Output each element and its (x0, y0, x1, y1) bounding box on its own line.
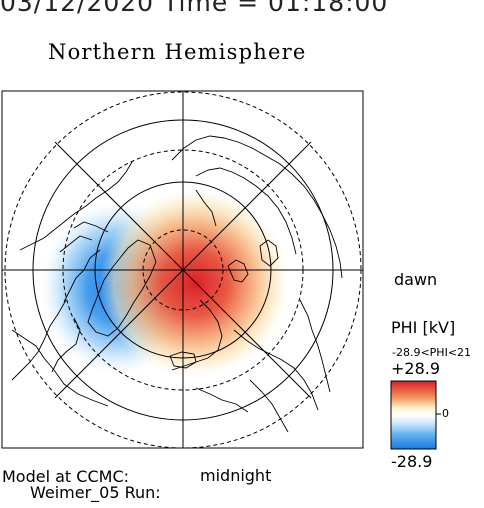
legend-range: -28.9<PHI<21 (392, 346, 472, 359)
positive-potential-cell (100, 188, 290, 378)
run-label: Weimer_05 Run: (30, 483, 161, 502)
dawn-label: dawn (394, 270, 438, 289)
coastlines (11, 135, 343, 433)
colorbar-gradient (390, 380, 437, 450)
legend-quantity: PHI [kV] (391, 318, 456, 337)
meridian-line (54, 141, 312, 399)
model-label: Model at CCMC: (2, 467, 129, 486)
hemisphere-title: Northern Hemisphere (48, 40, 307, 64)
time-header: 03/12/2020 Time = 01:18:00 (0, 0, 389, 17)
legend-zero: 0 (442, 407, 449, 420)
legend-max: +28.9 (391, 359, 441, 378)
midnight-label: midnight (200, 466, 272, 485)
legend-min: -28.9 (391, 452, 433, 471)
